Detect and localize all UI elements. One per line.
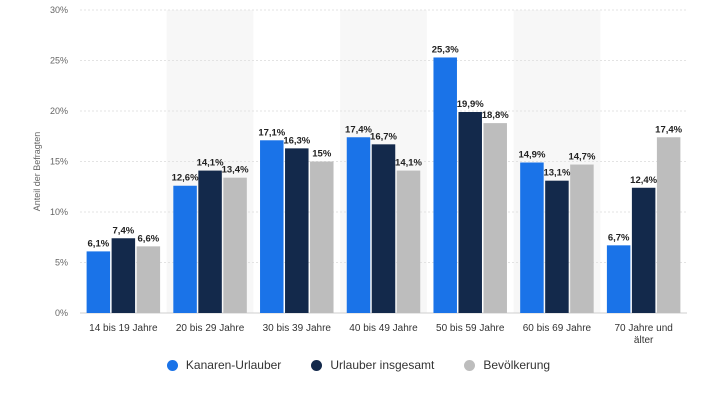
x-tick-label: 30 bis 39 Jahre [263,323,332,334]
legend-dot-icon [311,359,323,371]
bar [86,251,111,313]
data-label: 7,4% [113,225,135,236]
data-label: 19,9% [457,99,484,110]
data-label: 17,4% [655,124,682,135]
legend-label: Kanaren-Urlauber [185,358,282,372]
bar [310,161,334,313]
data-label: 14,9% [518,150,545,161]
data-label: 25,3% [432,44,459,55]
data-label: 14,1% [197,158,224,169]
y-tick-labels: 0% 5% 10% 15% 20% 25% 30% [50,5,68,318]
x-tick-label: 50 bis 59 Jahre [436,323,505,334]
bars [86,57,681,314]
legend-dot-icon [464,359,476,371]
bar [570,164,594,313]
bar [198,170,222,313]
bar [656,137,681,313]
y-tick-label: 20% [50,106,68,116]
data-label: 12,6% [172,173,199,184]
bar [285,148,309,313]
y-tick-label: 10% [50,207,68,217]
legend-label: Urlauber insgesamt [330,358,435,372]
data-label: 17,4% [345,124,372,135]
bar [396,170,421,313]
data-label: 6,6% [138,233,160,244]
bar [520,162,544,313]
y-tick-label: 30% [50,5,68,15]
bar [136,246,161,313]
bar [260,140,284,313]
data-label: 16,7% [370,131,397,142]
data-label: 16,3% [283,135,310,146]
y-tick-label: 25% [50,56,68,66]
x-tick-labels: 14 bis 19 Jahre 20 bis 29 Jahre 30 bis 39 … [89,323,673,346]
y-tick-label: 15% [50,157,68,167]
bar [111,238,136,313]
data-label: 14,1% [395,158,422,169]
data-label: 6,1% [88,238,110,249]
y-tick-label: 0% [55,308,68,318]
legend-label: Bevölkerung [483,358,551,372]
data-label: 6,7% [608,232,630,243]
bar [371,144,396,313]
bar [458,112,482,313]
legend-item[interactable]: Urlauber insgesamt [311,358,434,372]
x-tick-label: 20 bis 29 Jahre [176,323,245,334]
bar [545,180,569,313]
bar [483,123,507,314]
x-tick-label: älter [634,335,654,346]
bar [433,57,457,313]
data-label: 13,4% [222,165,249,176]
data-label: 12,4% [630,175,657,186]
y-axis-label: Anteil der Befragten [32,132,42,212]
data-label: 18,8% [482,110,509,121]
bar [606,245,631,313]
data-label: 14,7% [568,152,595,163]
legend-dot-icon [166,359,178,371]
bar [346,137,371,313]
data-label: 15% [312,149,332,160]
bar [631,187,656,313]
legend-item[interactable]: Kanaren-Urlauber [166,358,282,372]
legend: Kanaren-Urlauber Urlauber insgesamt Bevölk… [0,358,717,372]
y-tick-label: 5% [55,258,68,268]
x-tick-label: 40 bis 49 Jahre [349,323,418,334]
bar [223,177,247,313]
bar [173,185,197,313]
data-label: 13,1% [543,168,570,179]
data-label: 17,1% [258,127,285,138]
x-tick-label: 70 Jahre und [614,323,672,334]
legend-item[interactable]: Bevölkerung [464,358,550,372]
data-labels: 6,1% 12,6% 17,1% 17,4% 25,3% 14,9% 6,7% 7,4% 14,… [88,44,683,249]
x-tick-label: 14 bis 19 Jahre [89,323,158,334]
x-tick-label: 60 bis 69 Jahre [523,323,592,334]
